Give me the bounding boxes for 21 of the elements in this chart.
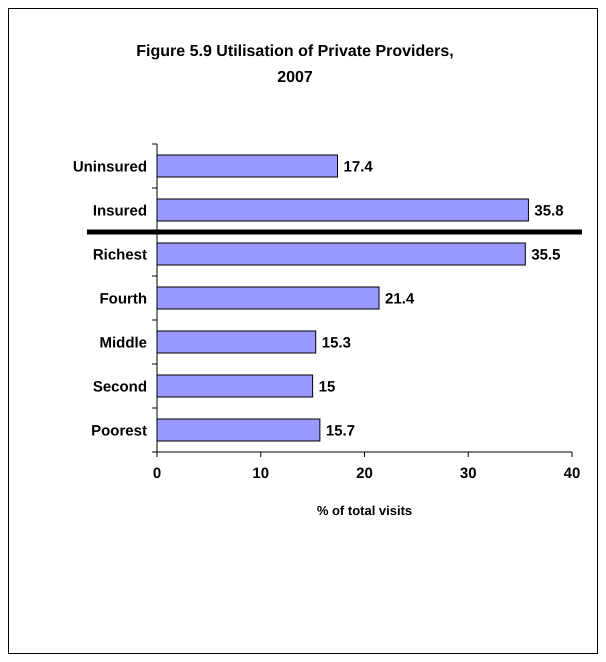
data-label: 15.3 bbox=[322, 334, 351, 352]
x-tick-label: 0 bbox=[152, 465, 162, 482]
y-tick-label: Insured bbox=[92, 202, 147, 220]
x-tick-label: 10 bbox=[252, 465, 270, 482]
data-label: 15.7 bbox=[326, 422, 356, 440]
data-label: 35.5 bbox=[531, 246, 561, 264]
x-tick-label: 20 bbox=[356, 465, 373, 482]
data-label: 17.4 bbox=[344, 158, 374, 176]
data-label: 15 bbox=[318, 378, 336, 396]
data-label: 35.8 bbox=[534, 202, 564, 220]
y-tick-label: Fourth bbox=[100, 290, 147, 308]
chart-title: Figure 5.9 Utilisation of Private Providers, 2007 bbox=[136, 43, 454, 86]
x-tick-label: 30 bbox=[460, 465, 477, 482]
x-axis-title: % of total visits bbox=[316, 503, 412, 518]
y-tick-label: Poorest bbox=[91, 422, 147, 440]
x-tick-label: 40 bbox=[564, 465, 580, 482]
y-tick-label: Uninsured bbox=[72, 158, 147, 176]
y-tick-label: Second bbox=[92, 378, 147, 396]
y-tick-label: Middle bbox=[100, 334, 147, 352]
data-label: 21.4 bbox=[385, 290, 415, 308]
y-tick-label: Richest bbox=[92, 246, 147, 264]
